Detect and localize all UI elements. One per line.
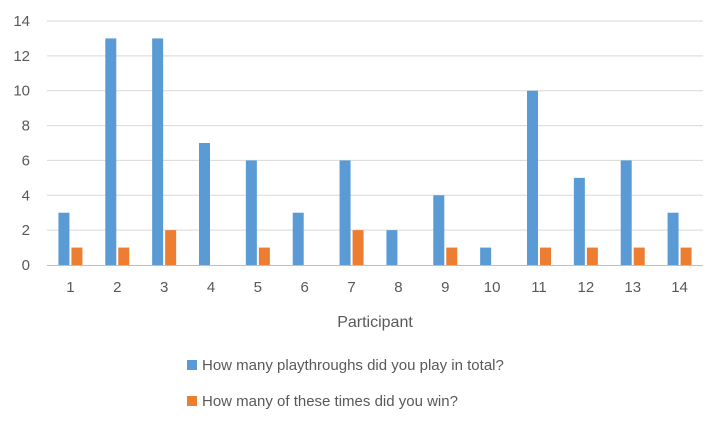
- x-tick-label: 14: [671, 279, 688, 296]
- bar-playthroughs: [667, 212, 679, 265]
- y-tick-label: 2: [22, 222, 30, 239]
- x-tick-label: 1: [66, 279, 74, 296]
- bar-playthroughs: [58, 212, 70, 265]
- x-tick-label: 7: [347, 279, 355, 296]
- gridlines: [47, 20, 703, 231]
- bar-wins: [118, 247, 130, 265]
- bar-playthroughs: [245, 160, 257, 265]
- x-axis-title: Participant: [337, 314, 413, 331]
- bar-wins: [71, 247, 83, 265]
- x-axis-ticks: 1 2 3 4 5 6 7 8 9 10 11 12 13 14: [66, 279, 688, 296]
- bar-playthroughs: [573, 177, 585, 265]
- y-tick-label: 0: [22, 257, 30, 274]
- y-tick-label: 14: [13, 13, 30, 30]
- bar-playthroughs: [292, 212, 304, 265]
- bar-wins: [540, 247, 551, 265]
- y-tick-label: 6: [22, 152, 30, 169]
- bar-playthroughs: [199, 143, 210, 265]
- x-tick-label: 11: [531, 279, 547, 296]
- y-tick-label: 4: [22, 187, 30, 204]
- bar-playthroughs: [480, 247, 492, 265]
- bar-playthroughs: [620, 160, 632, 265]
- x-tick-label: 9: [441, 279, 449, 296]
- legend-swatch: [187, 360, 197, 370]
- x-tick-label: 3: [160, 279, 168, 296]
- bar-playthroughs: [105, 38, 117, 265]
- x-tick-label: 12: [578, 279, 595, 296]
- legend: How many playthroughs did you play in to…: [187, 357, 504, 410]
- x-tick-label: 4: [207, 279, 215, 296]
- bars: [58, 38, 692, 265]
- bar-wins: [680, 247, 692, 265]
- legend-swatch: [187, 396, 197, 406]
- legend-label: How many playthroughs did you play in to…: [202, 357, 504, 374]
- bar-wins: [352, 230, 364, 265]
- bar-playthroughs: [152, 38, 164, 265]
- bar-playthroughs: [339, 160, 351, 265]
- x-tick-label: 13: [624, 279, 641, 296]
- bar-playthroughs: [386, 230, 398, 265]
- y-tick-label: 12: [13, 48, 30, 65]
- bar-wins: [633, 247, 645, 265]
- bar-wins: [446, 247, 458, 265]
- bar-wins: [165, 230, 177, 265]
- x-tick-label: 10: [484, 279, 501, 296]
- x-tick-label: 2: [113, 279, 121, 296]
- bar-wins: [586, 247, 598, 265]
- bar-wins: [258, 247, 270, 265]
- bar-playthroughs: [527, 90, 538, 265]
- bar-playthroughs: [433, 195, 445, 265]
- y-tick-label: 10: [13, 83, 30, 100]
- x-tick-label: 6: [301, 279, 309, 296]
- legend-label: How many of these times did you win?: [202, 393, 458, 410]
- x-tick-label: 8: [394, 279, 402, 296]
- y-axis-ticks: 0 2 4 6 8 10 12 14: [13, 13, 30, 274]
- x-tick-label: 5: [254, 279, 262, 296]
- y-tick-label: 8: [22, 118, 30, 135]
